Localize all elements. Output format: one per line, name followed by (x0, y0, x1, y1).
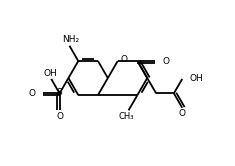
Text: O: O (120, 55, 127, 64)
Text: OH: OH (190, 74, 204, 83)
Text: CH₃: CH₃ (118, 112, 134, 121)
Text: NH₂: NH₂ (62, 35, 79, 44)
Text: S: S (57, 88, 63, 97)
Text: OH: OH (43, 69, 57, 78)
Text: O: O (56, 112, 63, 121)
Text: O: O (162, 56, 169, 66)
Text: O: O (29, 89, 36, 98)
Text: O: O (179, 109, 186, 118)
